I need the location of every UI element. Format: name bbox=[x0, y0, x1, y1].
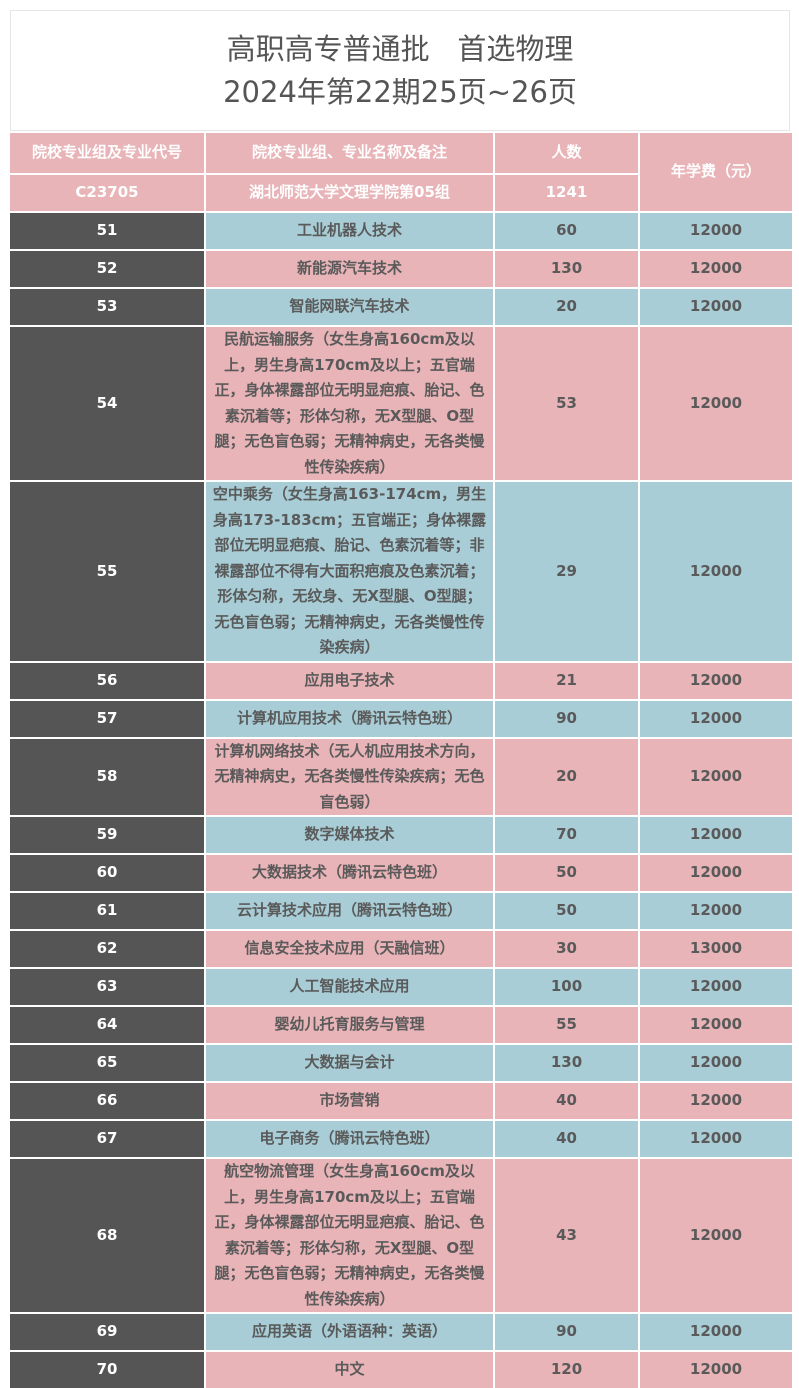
major-fee-cell: 12000 bbox=[640, 213, 792, 249]
title-line-2: 2024年第22期25页~26页 bbox=[223, 74, 577, 109]
major-count-cell: 50 bbox=[495, 893, 638, 929]
title-line-1: 高职高专普通批 首选物理 bbox=[226, 31, 574, 66]
major-name-cell: 空中乘务（女生身高163-174cm，男生身高173-183cm；五官端正；身体… bbox=[206, 482, 493, 661]
major-name-cell: 新能源汽车技术 bbox=[206, 251, 493, 287]
major-fee-cell: 12000 bbox=[640, 251, 792, 287]
major-fee-cell: 12000 bbox=[640, 700, 792, 737]
major-count-cell: 20 bbox=[495, 289, 638, 325]
major-count-cell: 29 bbox=[495, 482, 638, 661]
major-name-cell: 数字媒体技术 bbox=[206, 817, 493, 853]
major-fee-cell: 12000 bbox=[640, 482, 792, 661]
major-count-cell: 70 bbox=[495, 817, 638, 853]
major-code-cell: 70 bbox=[10, 1352, 204, 1388]
header-code: 院校专业组及专业代号 bbox=[10, 133, 204, 173]
major-fee-cell: 12000 bbox=[640, 1352, 792, 1388]
major-name-cell: 婴幼儿托育服务与管理 bbox=[206, 1007, 493, 1043]
major-name-cell: 大数据与会计 bbox=[206, 1045, 493, 1081]
major-count-cell: 40 bbox=[495, 1083, 638, 1119]
major-name-cell: 信息安全技术应用（天融信班） bbox=[206, 931, 493, 967]
header-name: 院校专业组、专业名称及备注 bbox=[206, 133, 493, 173]
major-count-cell: 90 bbox=[495, 700, 638, 737]
group-name: 湖北师范大学文理学院第05组 bbox=[206, 175, 493, 211]
major-name-cell: 云计算技术应用（腾讯云特色班） bbox=[206, 893, 493, 929]
major-fee-cell: 12000 bbox=[640, 289, 792, 325]
major-name-cell: 应用电子技术 bbox=[206, 662, 493, 699]
major-code-cell: 64 bbox=[10, 1007, 204, 1043]
major-code-cell: 63 bbox=[10, 969, 204, 1005]
major-name-cell: 智能网联汽车技术 bbox=[206, 289, 493, 325]
major-fee-cell: 12000 bbox=[640, 893, 792, 929]
major-name-cell: 电子商务（腾讯云特色班） bbox=[206, 1121, 493, 1157]
major-count-cell: 50 bbox=[495, 855, 638, 891]
major-count-cell: 21 bbox=[495, 662, 638, 699]
major-fee-cell: 12000 bbox=[640, 662, 792, 699]
major-count-cell: 53 bbox=[495, 327, 638, 480]
major-code-cell: 65 bbox=[10, 1045, 204, 1081]
major-code-cell: 61 bbox=[10, 893, 204, 929]
major-count-cell: 43 bbox=[495, 1159, 638, 1312]
major-code-cell: 69 bbox=[10, 1314, 204, 1350]
major-count-cell: 100 bbox=[495, 969, 638, 1005]
major-code-cell: 55 bbox=[10, 482, 204, 661]
major-code-cell: 68 bbox=[10, 1159, 204, 1312]
major-code-cell: 59 bbox=[10, 817, 204, 853]
major-count-cell: 60 bbox=[495, 213, 638, 249]
major-code-cell: 60 bbox=[10, 855, 204, 891]
major-count-cell: 30 bbox=[495, 931, 638, 967]
major-name-cell: 大数据技术（腾讯云特色班） bbox=[206, 855, 493, 891]
enrollment-table: 院校专业组及专业代号 院校专业组、专业名称及备注 人数 年学费（元） C2370… bbox=[10, 133, 792, 1388]
group-count: 1241 bbox=[495, 175, 638, 211]
major-fee-cell: 12000 bbox=[640, 855, 792, 891]
major-fee-cell: 12000 bbox=[640, 1045, 792, 1081]
major-fee-cell: 12000 bbox=[640, 1314, 792, 1350]
major-code-cell: 67 bbox=[10, 1121, 204, 1157]
major-name-cell: 市场营销 bbox=[206, 1083, 493, 1119]
major-code-cell: 57 bbox=[10, 700, 204, 737]
major-code-cell: 56 bbox=[10, 662, 204, 699]
major-count-cell: 130 bbox=[495, 1045, 638, 1081]
major-fee-cell: 12000 bbox=[640, 817, 792, 853]
major-name-cell: 航空物流管理（女生身高160cm及以上，男生身高170cm及以上；五官端正，身体… bbox=[206, 1159, 493, 1312]
major-name-cell: 人工智能技术应用 bbox=[206, 969, 493, 1005]
major-count-cell: 20 bbox=[495, 738, 638, 815]
major-name-cell: 计算机网络技术（无人机应用技术方向，无精神病史，无各类慢性传染疾病；无色盲色弱） bbox=[206, 738, 493, 815]
major-name-cell: 计算机应用技术（腾讯云特色班） bbox=[206, 700, 493, 737]
header-count: 人数 bbox=[495, 133, 638, 173]
major-count-cell: 40 bbox=[495, 1121, 638, 1157]
major-fee-cell: 12000 bbox=[640, 1083, 792, 1119]
major-code-cell: 52 bbox=[10, 251, 204, 287]
major-code-cell: 54 bbox=[10, 327, 204, 480]
major-name-cell: 中文 bbox=[206, 1352, 493, 1388]
major-code-cell: 62 bbox=[10, 931, 204, 967]
major-count-cell: 120 bbox=[495, 1352, 638, 1388]
major-fee-cell: 12000 bbox=[640, 1159, 792, 1312]
major-fee-cell: 12000 bbox=[640, 327, 792, 480]
header-fee: 年学费（元） bbox=[640, 133, 792, 211]
page-title: 高职高专普通批 首选物理 2024年第22期25页~26页 bbox=[10, 10, 790, 131]
major-code-cell: 51 bbox=[10, 213, 204, 249]
major-code-cell: 53 bbox=[10, 289, 204, 325]
major-fee-cell: 12000 bbox=[640, 1121, 792, 1157]
major-fee-cell: 13000 bbox=[640, 931, 792, 967]
major-count-cell: 90 bbox=[495, 1314, 638, 1350]
major-count-cell: 130 bbox=[495, 251, 638, 287]
major-fee-cell: 12000 bbox=[640, 1007, 792, 1043]
group-code: C23705 bbox=[10, 175, 204, 211]
major-code-cell: 58 bbox=[10, 738, 204, 815]
major-name-cell: 工业机器人技术 bbox=[206, 213, 493, 249]
major-code-cell: 66 bbox=[10, 1083, 204, 1119]
major-fee-cell: 12000 bbox=[640, 738, 792, 815]
major-count-cell: 55 bbox=[495, 1007, 638, 1043]
major-name-cell: 应用英语（外语语种：英语） bbox=[206, 1314, 493, 1350]
major-fee-cell: 12000 bbox=[640, 969, 792, 1005]
major-name-cell: 民航运输服务（女生身高160cm及以上，男生身高170cm及以上；五官端正，身体… bbox=[206, 327, 493, 480]
